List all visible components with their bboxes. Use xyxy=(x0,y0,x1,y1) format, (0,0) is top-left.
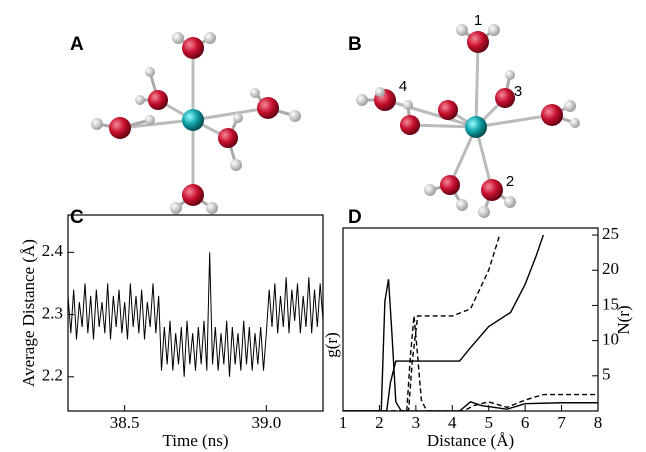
x-tick-label: 2 xyxy=(375,413,384,432)
y2-tick-label: 5 xyxy=(602,365,611,384)
molecule-b xyxy=(356,24,580,218)
y2-axis-label: N(r) xyxy=(614,305,633,334)
y-axis-label: g(r) xyxy=(322,332,341,357)
plot-area xyxy=(343,234,598,411)
data-line xyxy=(343,315,598,411)
data-line xyxy=(68,252,323,377)
x-tick-label: 5 xyxy=(484,413,493,432)
molecule-label: 1 xyxy=(474,12,482,29)
x-tick-label: 38.5 xyxy=(110,413,140,432)
x-tick-label: 39.0 xyxy=(251,413,281,432)
molecule-label: 4 xyxy=(399,78,407,95)
x-tick-label: 4 xyxy=(448,413,457,432)
x-tick-label: 3 xyxy=(412,413,421,432)
molecule-label: 2 xyxy=(506,173,514,190)
x-axis-label: Distance (Å) xyxy=(427,431,514,450)
plot-frame xyxy=(67,214,324,412)
molecule-label: 3 xyxy=(514,83,522,100)
x-tick-label: 8 xyxy=(594,413,603,432)
molecule-a xyxy=(91,32,301,214)
x-tick-label: 6 xyxy=(521,413,530,432)
y2-tick-label: 20 xyxy=(602,259,619,278)
data-line xyxy=(343,234,501,411)
panel-label: C xyxy=(70,207,84,228)
x-tick-label: 7 xyxy=(557,413,566,432)
panel-label: B xyxy=(348,34,362,55)
data-line xyxy=(343,234,545,411)
y-axis-label: Average Distance (Å) xyxy=(19,239,38,387)
y-tick-label: 2.3 xyxy=(42,303,63,322)
y-tick-label: 2.4 xyxy=(42,241,64,260)
y-tick-label: 2.2 xyxy=(42,366,63,385)
y2-tick-label: 15 xyxy=(602,294,619,313)
panel-label: A xyxy=(70,34,84,55)
plot-frame xyxy=(342,227,599,412)
x-axis-label: Time (ns) xyxy=(163,431,229,450)
data-line xyxy=(343,279,598,411)
panel-label: D xyxy=(348,207,362,228)
plot-area xyxy=(68,252,323,377)
x-tick-label: 1 xyxy=(339,413,348,432)
y2-tick-label: 10 xyxy=(602,330,619,349)
y2-tick-label: 25 xyxy=(602,224,619,243)
